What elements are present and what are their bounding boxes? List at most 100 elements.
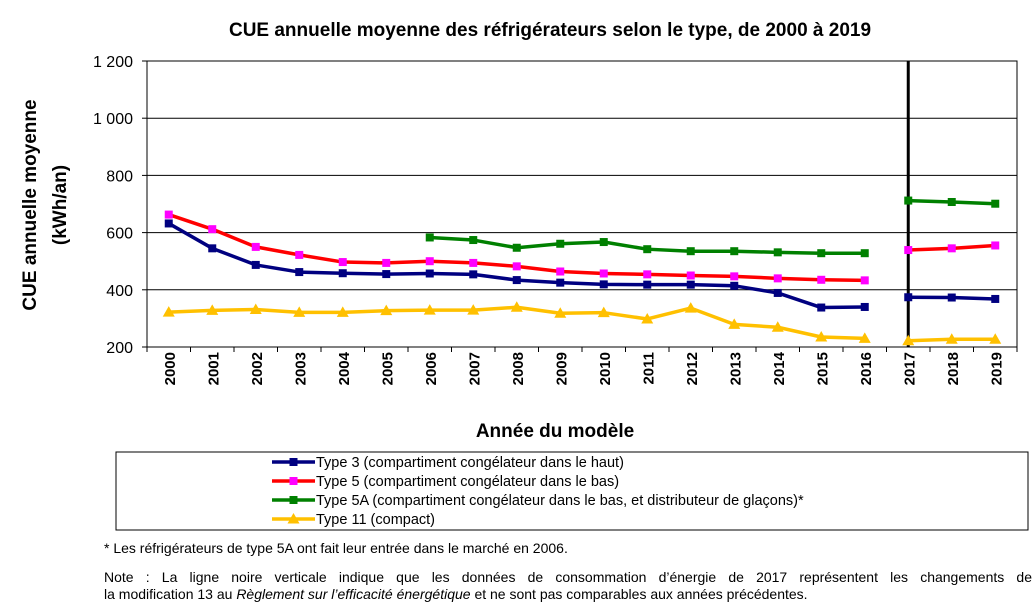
data-point	[641, 312, 654, 324]
legend-swatch-marker	[289, 496, 298, 504]
data-point	[251, 242, 260, 251]
x-tick-label: 2000	[162, 352, 179, 385]
data-point	[425, 233, 434, 242]
legend-label: Type 11 (compact)	[316, 512, 435, 528]
legend-item-1: Type 3 (compartiment congélateur dans le…	[272, 455, 624, 471]
data-point	[338, 269, 347, 278]
x-tick-label: 2001	[205, 352, 222, 385]
data-point	[773, 274, 782, 283]
data-point	[164, 210, 173, 219]
data-point	[295, 250, 304, 259]
note-line-2-prefix: la modification 13 au	[104, 586, 237, 602]
x-tick-label: 2004	[336, 351, 353, 385]
data-point	[599, 269, 608, 278]
data-point	[338, 258, 347, 267]
x-tick-label: 2006	[423, 352, 440, 385]
data-point	[947, 293, 956, 302]
data-point	[382, 270, 391, 279]
series-3	[425, 196, 1000, 258]
data-point	[991, 294, 1000, 303]
data-point	[599, 238, 608, 247]
data-point	[293, 306, 306, 317]
data-point	[512, 276, 521, 285]
data-point	[860, 249, 869, 258]
legend-item-4: Type 11 (compact)	[272, 512, 435, 528]
data-point	[249, 303, 262, 315]
data-point	[643, 245, 652, 254]
x-axis: 2000 2001 2002 2003 2004 2005 2006 2007 2008 2009…	[146, 347, 1018, 385]
y-tick-label: 400	[106, 283, 133, 300]
data-point	[773, 248, 782, 257]
x-tick-label: 2014	[771, 351, 788, 385]
gridlines	[147, 117, 1017, 291]
x-tick-label: 2010	[597, 352, 614, 385]
y-tick-label: 800	[106, 168, 133, 185]
data-point	[817, 275, 826, 284]
data-point	[295, 268, 304, 277]
x-tick-label: 2009	[553, 352, 570, 385]
x-tick-label: 2017	[901, 352, 918, 385]
data-point	[947, 244, 956, 253]
y-tick-label: 600	[106, 226, 133, 243]
x-tick-label: 2016	[858, 352, 875, 385]
data-point	[860, 276, 869, 285]
x-tick-label: 2007	[466, 352, 483, 385]
x-tick-label: 2018	[945, 352, 962, 385]
data-point	[904, 246, 913, 255]
data-point	[336, 306, 349, 317]
series-group	[162, 196, 1002, 346]
data-point	[423, 304, 436, 315]
plot-area	[146, 60, 1018, 348]
data-point	[467, 304, 480, 315]
legend-label: Type 3 (compartiment congélateur dans le…	[316, 455, 624, 471]
data-point	[904, 293, 913, 302]
series-1	[164, 219, 1000, 312]
note-line-1: Note : La ligne noire verticale indique …	[104, 569, 1032, 585]
data-point	[904, 196, 913, 205]
y-axis-label-line2: (kWh/an)	[50, 165, 71, 245]
data-point	[771, 321, 784, 332]
data-point	[947, 197, 956, 206]
y-tick-label: 200	[106, 340, 133, 357]
data-point	[643, 270, 652, 279]
legend-box	[115, 451, 1029, 531]
data-point	[597, 306, 610, 318]
data-point	[208, 244, 217, 253]
chart-title: CUE annuelle moyenne des réfrigérateurs …	[229, 20, 871, 41]
y-tick-label: 1 000	[93, 111, 133, 128]
legend-item-3: Type 5A (compartiment congélateur dans l…	[272, 493, 804, 509]
legend-swatch-marker	[289, 477, 298, 485]
legend-swatch-marker	[289, 458, 298, 466]
data-point	[860, 302, 869, 311]
data-point	[512, 243, 521, 252]
series-2	[164, 210, 1000, 285]
y-axis-label-line1: CUE annuelle moyenne	[20, 99, 41, 310]
data-point	[730, 281, 739, 290]
x-tick-label: 2002	[249, 352, 266, 385]
data-point	[510, 301, 523, 312]
x-tick-label: 2003	[292, 352, 309, 385]
data-point	[991, 241, 1000, 250]
data-point	[817, 249, 826, 258]
data-point	[989, 333, 1002, 344]
legend-swatch-marker	[287, 513, 300, 524]
series-4	[162, 301, 1002, 346]
data-point	[858, 332, 871, 343]
y-axis-label: CUE annuelle moyenne (kWh/an)	[20, 99, 71, 310]
data-point	[380, 304, 393, 316]
data-point	[991, 199, 1000, 208]
x-tick-label: 2008	[510, 352, 527, 385]
legend-label: Type 5 (compartiment congélateur dans le…	[316, 474, 619, 490]
x-tick-label: 2013	[727, 352, 744, 385]
data-point	[728, 318, 741, 329]
data-point	[643, 280, 652, 289]
data-point	[815, 330, 828, 342]
data-point	[206, 304, 219, 315]
note-regulation-title: Règlement sur l’efficacité énergétique	[236, 586, 471, 602]
x-tick-label: 2015	[814, 352, 831, 385]
data-point	[251, 260, 260, 269]
legend-label: Type 5A (compartiment congélateur dans l…	[316, 493, 804, 509]
data-point	[469, 270, 478, 279]
data-point	[208, 225, 217, 234]
data-point	[684, 302, 697, 313]
